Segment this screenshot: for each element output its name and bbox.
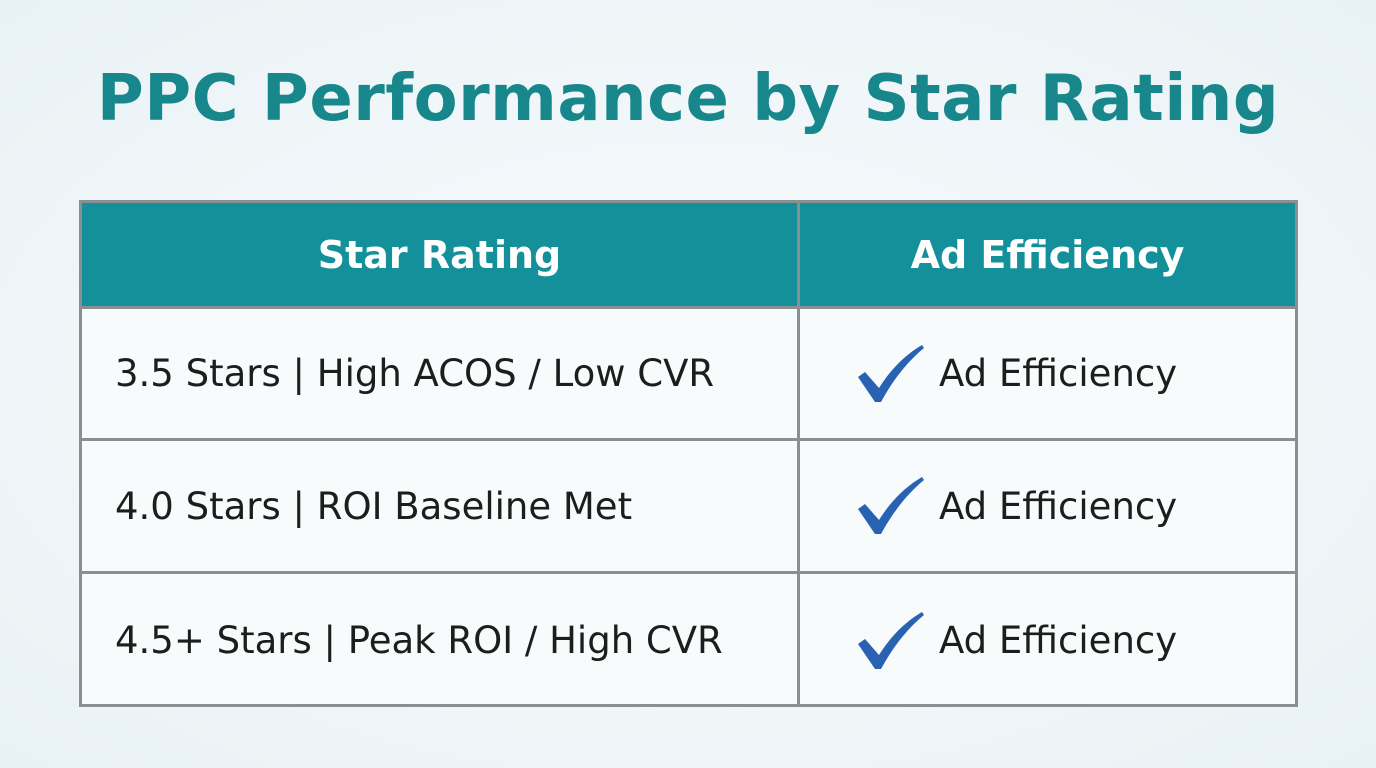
table-cell: 3.5 Stars | High ACOS / Low CVR: [82, 309, 800, 438]
header-cell: Star Rating: [82, 203, 800, 306]
table-row: 3.5 Stars | High ACOS / Low CVR Ad Effici…: [82, 309, 1295, 441]
cell-text: 4.5+ Stars | Peak ROI / High CVR: [115, 619, 723, 662]
header-cell: Ad Efficiency: [800, 203, 1295, 306]
cell-text: 3.5 Stars | High ACOS / Low CVR: [115, 352, 715, 395]
check-icon: [858, 477, 924, 534]
check-mark: [858, 344, 924, 402]
cell-text: Ad Efficiency: [939, 619, 1178, 662]
title: PPC Performance by Star Rating: [96, 62, 1280, 136]
table-cell: 4.5+ Stars | Peak ROI / High CVR: [82, 574, 800, 707]
header-text: Star Rating: [317, 232, 562, 277]
table-row: 4.0 Stars | ROI Baseline Met Ad Efficienc…: [82, 441, 1295, 574]
header-row: Star Rating Ad Efficiency: [82, 203, 1295, 309]
cell-text: Ad Efficiency: [939, 352, 1178, 395]
table-cell: Ad Efficiency: [800, 309, 1295, 438]
cell-text: 4.0 Stars | ROI Baseline Met: [115, 484, 633, 528]
check-icon: [858, 344, 924, 402]
header-text: Ad Efficiency: [910, 232, 1185, 277]
table-cell: Ad Efficiency: [800, 441, 1295, 571]
check-mark: [858, 611, 924, 669]
table-row: 4.5+ Stars | Peak ROI / High CVR Ad Effic…: [82, 574, 1295, 707]
check-icon: [858, 611, 924, 669]
table-cell: 4.0 Stars | ROI Baseline Met: [82, 441, 800, 571]
check-mark: [858, 477, 924, 534]
table-cell: Ad Efficiency: [800, 574, 1295, 707]
cell-text: Ad Efficiency: [939, 484, 1178, 528]
table: Star Rating Ad Efficiency 3.5 Stars | High…: [79, 200, 1298, 707]
